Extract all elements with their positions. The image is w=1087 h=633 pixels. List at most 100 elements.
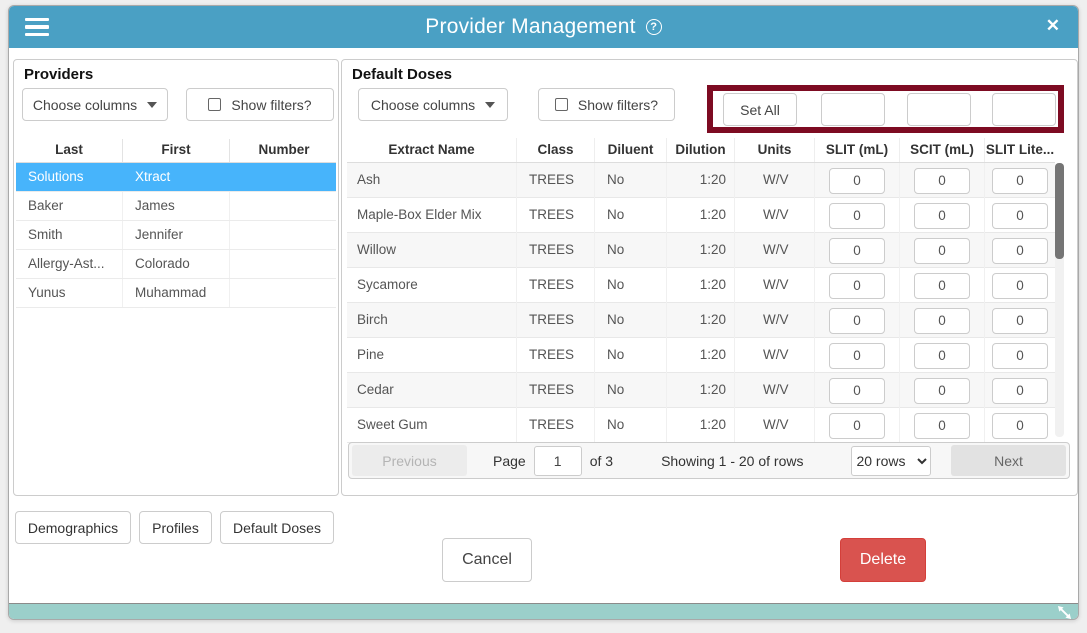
slit-lite-input[interactable] bbox=[992, 307, 1048, 334]
scit-ml-input[interactable] bbox=[914, 167, 970, 194]
slit-ml-input[interactable] bbox=[829, 342, 885, 369]
slit-ml-input[interactable] bbox=[829, 237, 885, 264]
doses-choose-columns-button[interactable]: Choose columns bbox=[358, 88, 508, 121]
provider-first: Jennifer bbox=[123, 221, 230, 249]
extract-name: Pine bbox=[347, 338, 517, 373]
slit-ml-input[interactable] bbox=[829, 167, 885, 194]
extract-dilution: 1:20 bbox=[667, 198, 735, 233]
table-row[interactable]: Allergy-Ast... Colorado bbox=[16, 250, 336, 279]
scit-ml-input[interactable] bbox=[914, 272, 970, 299]
column-header-scit-ml[interactable]: SCIT (mL) bbox=[900, 138, 985, 162]
provider-last: Yunus bbox=[16, 279, 123, 307]
choose-columns-label: Choose columns bbox=[370, 96, 476, 113]
set-all-slit-input[interactable] bbox=[821, 93, 885, 126]
scrollbar-thumb[interactable] bbox=[1055, 163, 1064, 259]
slit-lite-input[interactable] bbox=[992, 272, 1048, 299]
table-row[interactable]: Pine TREES No 1:20 W/V bbox=[347, 338, 1055, 373]
table-row[interactable]: Willow TREES No 1:20 W/V bbox=[347, 233, 1055, 268]
table-row[interactable]: Solutions Xtract bbox=[16, 163, 336, 192]
column-header-number[interactable]: Number bbox=[258, 142, 310, 157]
provider-first: Muhammad bbox=[123, 279, 230, 307]
column-header-diluent[interactable]: Diluent bbox=[595, 138, 667, 162]
cancel-button[interactable]: Cancel bbox=[442, 538, 532, 582]
provider-first: James bbox=[123, 192, 230, 220]
provider-management-dialog: Provider Management? ✕ Providers Choose … bbox=[8, 5, 1079, 620]
resize-handle-icon[interactable] bbox=[1057, 605, 1072, 620]
show-filters-checkbox[interactable] bbox=[554, 98, 568, 111]
extract-dilution: 1:20 bbox=[667, 233, 735, 268]
footer-divider bbox=[9, 603, 1078, 604]
extract-diluent: No bbox=[595, 198, 667, 233]
column-header-class[interactable]: Class bbox=[517, 138, 595, 162]
help-icon[interactable]: ? bbox=[645, 19, 662, 36]
showing-rows-label: Showing 1 - 20 of rows bbox=[661, 452, 804, 469]
delete-button[interactable]: Delete bbox=[840, 538, 926, 582]
doses-show-filters-toggle[interactable]: Show filters? bbox=[538, 88, 675, 121]
scit-ml-input[interactable] bbox=[914, 377, 970, 404]
table-row[interactable]: Maple-Box Elder Mix TREES No 1:20 W/V bbox=[347, 198, 1055, 233]
table-row[interactable]: Cedar TREES No 1:20 W/V bbox=[347, 373, 1055, 408]
rows-per-page-select[interactable]: 20 rows bbox=[851, 445, 932, 476]
doses-table-header: Extract Name Class Diluent Dilution Unit… bbox=[347, 138, 1055, 163]
extract-name: Sycamore bbox=[347, 268, 517, 303]
table-row[interactable]: Smith Jennifer bbox=[16, 221, 336, 250]
slit-lite-input[interactable] bbox=[992, 237, 1048, 264]
extract-name: Cedar bbox=[347, 373, 517, 408]
table-row[interactable]: Birch TREES No 1:20 W/V bbox=[347, 303, 1055, 338]
provider-number bbox=[230, 250, 338, 278]
scit-ml-input[interactable] bbox=[914, 342, 970, 369]
column-header-last[interactable]: Last bbox=[16, 139, 123, 162]
slit-ml-input[interactable] bbox=[829, 307, 885, 334]
column-header-slit-ml[interactable]: SLIT (mL) bbox=[815, 138, 900, 162]
extract-units: W/V bbox=[735, 408, 815, 443]
providers-panel-title: Providers bbox=[24, 66, 94, 83]
set-all-button[interactable]: Set All bbox=[723, 93, 797, 126]
table-row[interactable]: Yunus Muhammad bbox=[16, 279, 336, 308]
page-number-input[interactable] bbox=[533, 445, 582, 476]
slit-lite-input[interactable] bbox=[992, 202, 1048, 229]
pagination-bar: Previous Page of 3 Showing 1 - 20 of row… bbox=[348, 442, 1070, 479]
providers-show-filters-toggle[interactable]: Show filters? bbox=[186, 88, 334, 121]
extract-dilution: 1:20 bbox=[667, 373, 735, 408]
next-page-button[interactable]: Next bbox=[951, 445, 1066, 476]
scit-ml-input[interactable] bbox=[914, 412, 970, 439]
extract-diluent: No bbox=[595, 268, 667, 303]
column-header-units[interactable]: Units bbox=[735, 138, 815, 162]
scit-ml-input[interactable] bbox=[914, 202, 970, 229]
column-header-dilution[interactable]: Dilution bbox=[667, 138, 735, 162]
show-filters-checkbox[interactable] bbox=[208, 98, 222, 111]
show-filters-label: Show filters? bbox=[231, 96, 312, 113]
slit-lite-input[interactable] bbox=[992, 377, 1048, 404]
scit-ml-input[interactable] bbox=[914, 307, 970, 334]
slit-lite-input[interactable] bbox=[992, 167, 1048, 194]
slit-ml-input[interactable] bbox=[829, 202, 885, 229]
extract-dilution: 1:20 bbox=[667, 303, 735, 338]
default-doses-button[interactable]: Default Doses bbox=[220, 511, 334, 544]
slit-ml-input[interactable] bbox=[829, 272, 885, 299]
previous-page-button[interactable]: Previous bbox=[352, 445, 467, 476]
slit-ml-input[interactable] bbox=[829, 377, 885, 404]
set-all-slit-lite-input[interactable] bbox=[992, 93, 1056, 126]
table-row[interactable]: Baker James bbox=[16, 192, 336, 221]
scit-ml-input[interactable] bbox=[914, 237, 970, 264]
chevron-down-icon bbox=[147, 101, 158, 108]
column-header-first[interactable]: First bbox=[123, 139, 230, 162]
table-row[interactable]: Sycamore TREES No 1:20 W/V bbox=[347, 268, 1055, 303]
extract-class: TREES bbox=[517, 198, 595, 233]
table-row[interactable]: Ash TREES No 1:20 W/V bbox=[347, 163, 1055, 198]
close-icon[interactable]: ✕ bbox=[1045, 16, 1060, 35]
slit-lite-input[interactable] bbox=[992, 412, 1048, 439]
providers-choose-columns-button[interactable]: Choose columns bbox=[22, 88, 168, 121]
column-header-slit-lite[interactable]: SLIT Lite... bbox=[985, 142, 1055, 157]
column-header-extract-name[interactable]: Extract Name bbox=[347, 138, 517, 162]
vertical-scrollbar[interactable] bbox=[1055, 163, 1064, 437]
profiles-button[interactable]: Profiles bbox=[139, 511, 212, 544]
slit-ml-input[interactable] bbox=[829, 412, 885, 439]
demographics-button[interactable]: Demographics bbox=[15, 511, 131, 544]
slit-lite-input[interactable] bbox=[992, 342, 1048, 369]
hamburger-menu-icon[interactable] bbox=[25, 18, 49, 36]
table-row[interactable]: Sweet Gum TREES No 1:20 W/V bbox=[347, 408, 1055, 443]
provider-number bbox=[230, 279, 338, 307]
set-all-scit-input[interactable] bbox=[907, 93, 971, 126]
provider-first: Colorado bbox=[123, 250, 230, 278]
